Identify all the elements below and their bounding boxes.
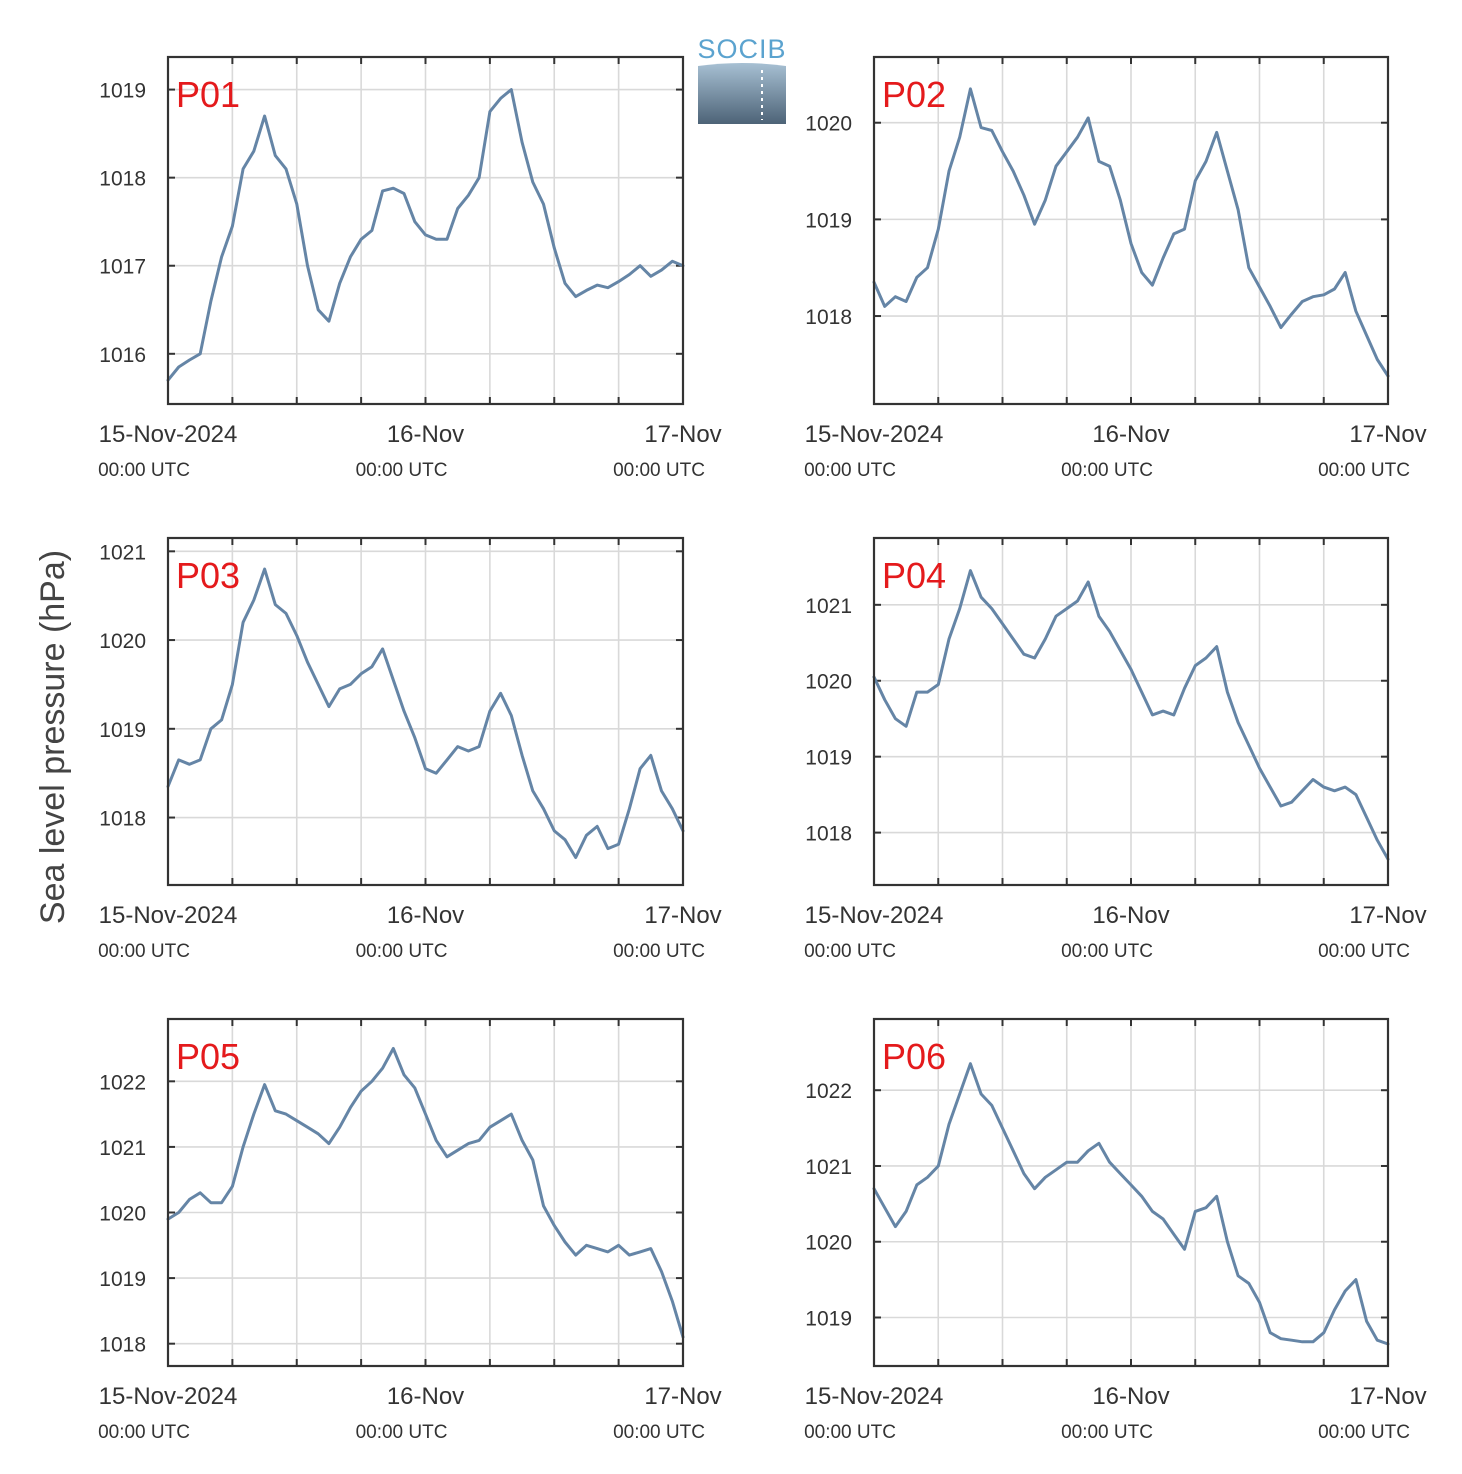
panel-p03: 1018 1019 1020 1021 15-Nov-2024 00:00 UTC 16-N…	[98, 536, 722, 962]
panel-p01: 1016 1017 1018 1019 15-Nov-2024 00:00 UTC 16-N…	[98, 55, 722, 481]
y-tick-label: 1018	[99, 808, 146, 831]
x-tick-label: 17-Nov	[644, 1383, 721, 1410]
y-tick-label: 1021	[805, 1156, 852, 1179]
y-tick-label: 1019	[805, 1308, 852, 1331]
y-tick-label: 1022	[805, 1080, 852, 1103]
y-tick-label: 1018	[99, 168, 146, 191]
x-tick-sublabel: 00:00 UTC	[1318, 460, 1410, 481]
x-tick-sublabel: 00:00 UTC	[1061, 1422, 1153, 1443]
y-tick-label: 1017	[99, 256, 146, 279]
panel-p02: 1018 1019 1020 15-Nov-2024 00:00 UTC 16-Nov 00…	[804, 55, 1427, 481]
x-tick-sublabel: 00:00 UTC	[1318, 1422, 1410, 1443]
x-tick-label: 15-Nov-2024	[99, 902, 238, 929]
x-tick-label: 17-Nov	[1349, 421, 1426, 448]
plot-frame	[872, 536, 1390, 887]
panel-title: P03	[176, 555, 240, 596]
series-line	[872, 1062, 1390, 1346]
series-line	[166, 567, 685, 859]
x-tick-sublabel: 00:00 UTC	[613, 941, 705, 962]
x-tick-sublabel: 00:00 UTC	[1061, 460, 1153, 481]
series-line	[872, 87, 1390, 378]
x-tick-sublabel: 00:00 UTC	[98, 1422, 190, 1443]
x-tick-label: 16-Nov	[387, 902, 464, 929]
x-tick-label: 15-Nov-2024	[805, 902, 944, 929]
x-tick-sublabel: 00:00 UTC	[1318, 941, 1410, 962]
y-tick-label: 1020	[805, 1232, 852, 1255]
plot-frame	[872, 55, 1390, 406]
x-tick-label: 16-Nov	[1092, 421, 1169, 448]
y-tick-label: 1016	[99, 344, 146, 367]
x-tick-label: 15-Nov-2024	[805, 1383, 944, 1410]
x-tick-label: 15-Nov-2024	[805, 421, 944, 448]
y-tick-label: 1020	[805, 671, 852, 694]
x-tick-sublabel: 00:00 UTC	[356, 1422, 448, 1443]
panels: 1016 1017 1018 1019 15-Nov-2024 00:00 UTC 16-N…	[98, 55, 1427, 1443]
y-tick-label: 1019	[99, 719, 146, 742]
x-tick-sublabel: 00:00 UTC	[804, 460, 896, 481]
y-tick-label: 1019	[99, 80, 146, 103]
plot-frame	[166, 55, 685, 406]
y-tick-label: 1019	[805, 747, 852, 770]
plot-frame	[872, 1017, 1390, 1368]
y-tick-label: 1021	[99, 541, 146, 564]
y-tick-label: 1020	[805, 113, 852, 136]
x-tick-sublabel: 00:00 UTC	[1061, 941, 1153, 962]
socib-logo: SOCIB	[697, 34, 786, 124]
y-axis-label: Sea level pressure (hPa)	[34, 550, 72, 924]
series-line	[166, 88, 685, 382]
y-tick-label: 1020	[99, 1203, 146, 1226]
panel-p04: 1018 1019 1020 1021 15-Nov-2024 00:00 UTC 16-N…	[804, 536, 1427, 962]
x-tick-label: 17-Nov	[1349, 902, 1426, 929]
x-tick-label: 17-Nov	[644, 902, 721, 929]
logo-wordmark: SOCIB	[697, 34, 786, 64]
x-tick-sublabel: 00:00 UTC	[356, 460, 448, 481]
y-tick-label: 1022	[99, 1071, 146, 1094]
y-tick-label: 1018	[805, 823, 852, 846]
x-tick-sublabel: 00:00 UTC	[98, 941, 190, 962]
x-tick-label: 16-Nov	[1092, 902, 1169, 929]
series-line	[166, 1047, 685, 1339]
x-tick-sublabel: 00:00 UTC	[613, 1422, 705, 1443]
panel-title: P06	[882, 1036, 946, 1077]
series-line	[872, 569, 1390, 861]
x-tick-label: 17-Nov	[644, 421, 721, 448]
y-tick-label: 1021	[805, 595, 852, 618]
x-tick-label: 15-Nov-2024	[99, 421, 238, 448]
panel-title: P04	[882, 555, 946, 596]
panel-title: P05	[176, 1036, 240, 1077]
x-tick-sublabel: 00:00 UTC	[804, 1422, 896, 1443]
panel-p05: 1018 1019 1020 1021 1022 15-Nov-2024 00:00 UTC…	[98, 1017, 722, 1443]
x-tick-sublabel: 00:00 UTC	[98, 460, 190, 481]
panel-p06: 1019 1020 1021 1022 15-Nov-2024 00:00 UTC 16-N…	[804, 1017, 1427, 1443]
y-tick-label: 1021	[99, 1137, 146, 1160]
x-tick-sublabel: 00:00 UTC	[356, 941, 448, 962]
x-tick-label: 16-Nov	[387, 421, 464, 448]
x-tick-sublabel: 00:00 UTC	[804, 941, 896, 962]
plot-frame	[166, 536, 685, 887]
x-tick-label: 16-Nov	[387, 1383, 464, 1410]
x-tick-sublabel: 00:00 UTC	[613, 460, 705, 481]
y-tick-label: 1018	[99, 1334, 146, 1357]
plot-frame	[166, 1017, 685, 1368]
x-tick-label: 17-Nov	[1349, 1383, 1426, 1410]
y-tick-label: 1020	[99, 630, 146, 653]
y-tick-label: 1019	[805, 209, 852, 232]
y-tick-label: 1019	[99, 1268, 146, 1291]
panel-title: P02	[882, 74, 946, 115]
panel-title: P01	[176, 74, 240, 115]
x-tick-label: 16-Nov	[1092, 1383, 1169, 1410]
y-tick-label: 1018	[805, 306, 852, 329]
x-tick-label: 15-Nov-2024	[99, 1383, 238, 1410]
